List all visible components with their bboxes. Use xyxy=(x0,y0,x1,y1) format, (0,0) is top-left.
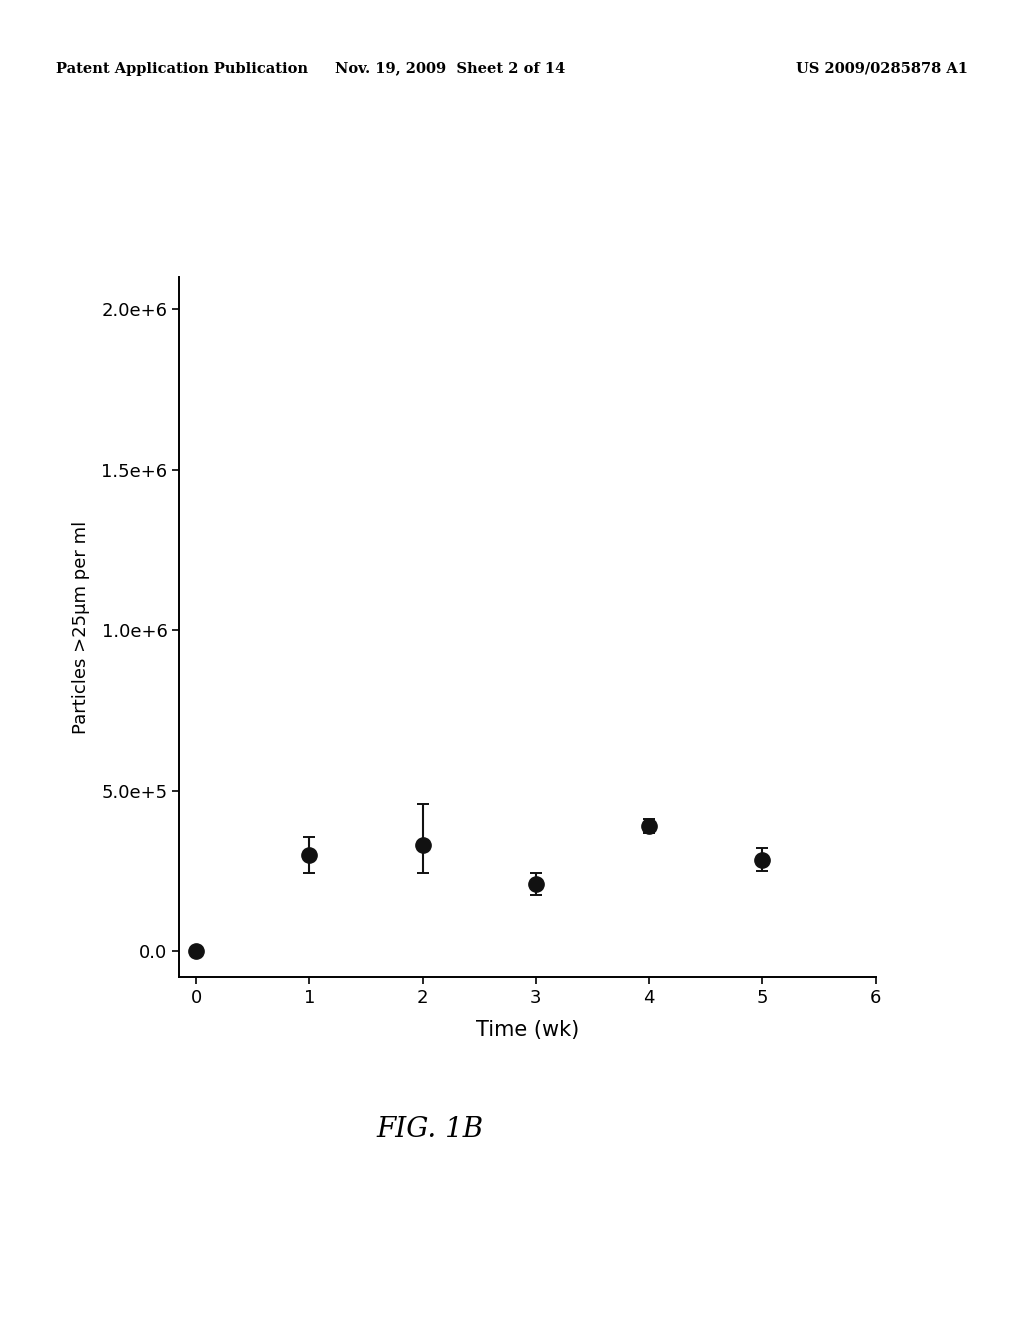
Text: Patent Application Publication: Patent Application Publication xyxy=(56,62,308,75)
X-axis label: Time (wk): Time (wk) xyxy=(476,1020,579,1040)
Text: US 2009/0285878 A1: US 2009/0285878 A1 xyxy=(796,62,968,75)
Y-axis label: Particles >25μm per ml: Particles >25μm per ml xyxy=(72,520,90,734)
Text: Nov. 19, 2009  Sheet 2 of 14: Nov. 19, 2009 Sheet 2 of 14 xyxy=(336,62,565,75)
Text: FIG. 1B: FIG. 1B xyxy=(377,1117,483,1143)
